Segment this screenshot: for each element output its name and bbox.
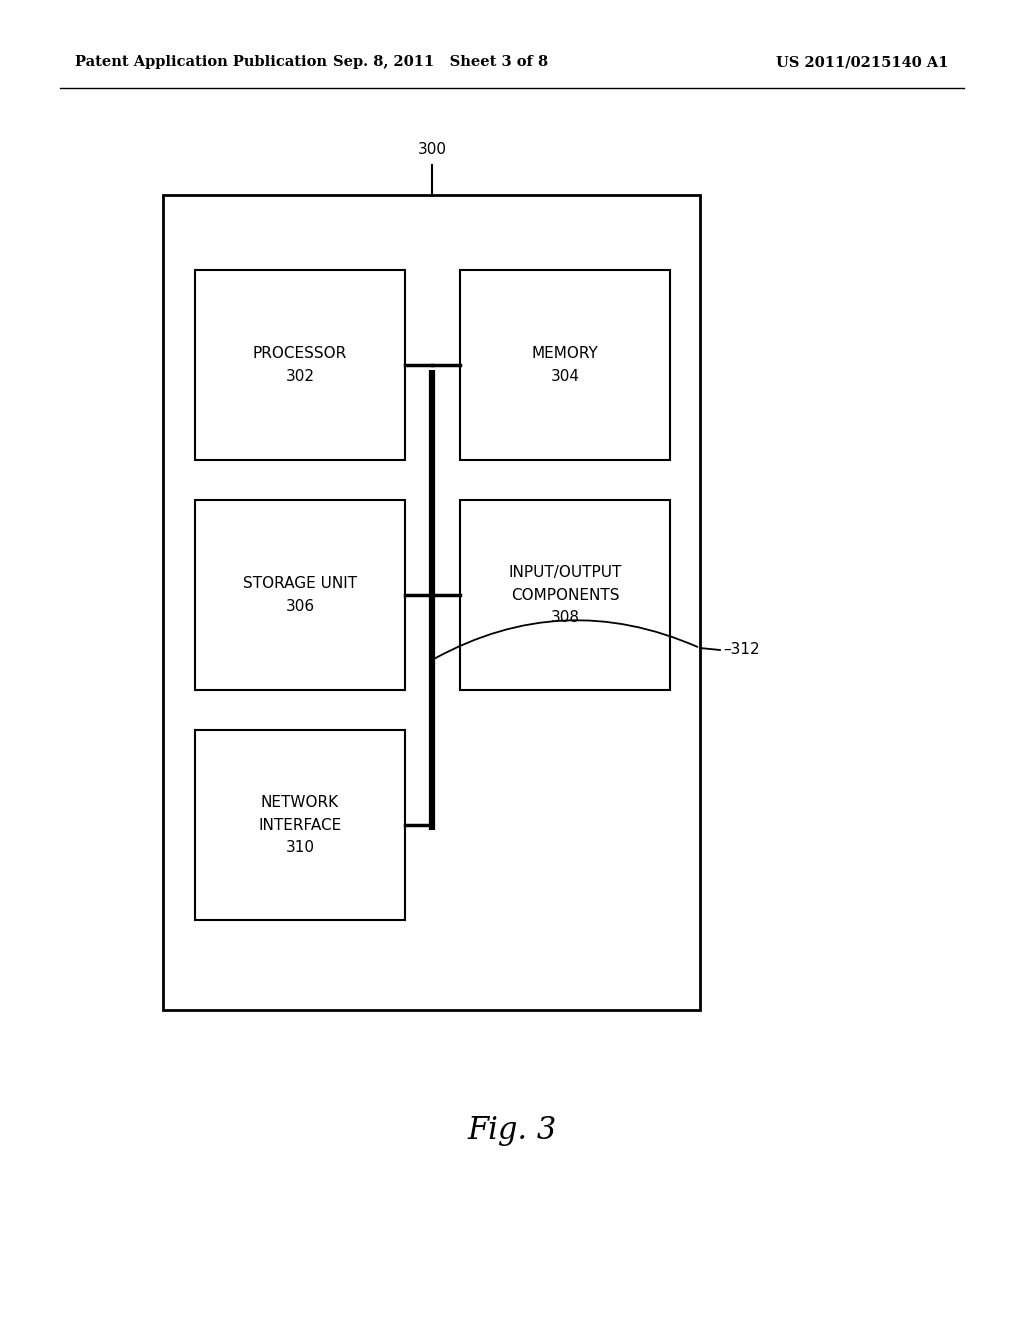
Text: NETWORK
INTERFACE
310: NETWORK INTERFACE 310 bbox=[258, 795, 342, 855]
Text: STORAGE UNIT
306: STORAGE UNIT 306 bbox=[243, 577, 357, 614]
Bar bbox=[163, 195, 700, 1010]
Text: US 2011/0215140 A1: US 2011/0215140 A1 bbox=[776, 55, 949, 69]
Bar bbox=[460, 500, 670, 690]
Text: INPUT/OUTPUT
COMPONENTS
308: INPUT/OUTPUT COMPONENTS 308 bbox=[508, 565, 622, 624]
Bar bbox=[195, 271, 406, 459]
Text: –312: –312 bbox=[723, 643, 760, 657]
Text: Sep. 8, 2011   Sheet 3 of 8: Sep. 8, 2011 Sheet 3 of 8 bbox=[333, 55, 548, 69]
Text: 300: 300 bbox=[418, 143, 446, 157]
Text: Fig. 3: Fig. 3 bbox=[467, 1114, 557, 1146]
Text: MEMORY
304: MEMORY 304 bbox=[531, 346, 598, 384]
Text: PROCESSOR
302: PROCESSOR 302 bbox=[253, 346, 347, 384]
Bar bbox=[460, 271, 670, 459]
Text: Patent Application Publication: Patent Application Publication bbox=[75, 55, 327, 69]
Bar bbox=[195, 500, 406, 690]
Bar bbox=[195, 730, 406, 920]
